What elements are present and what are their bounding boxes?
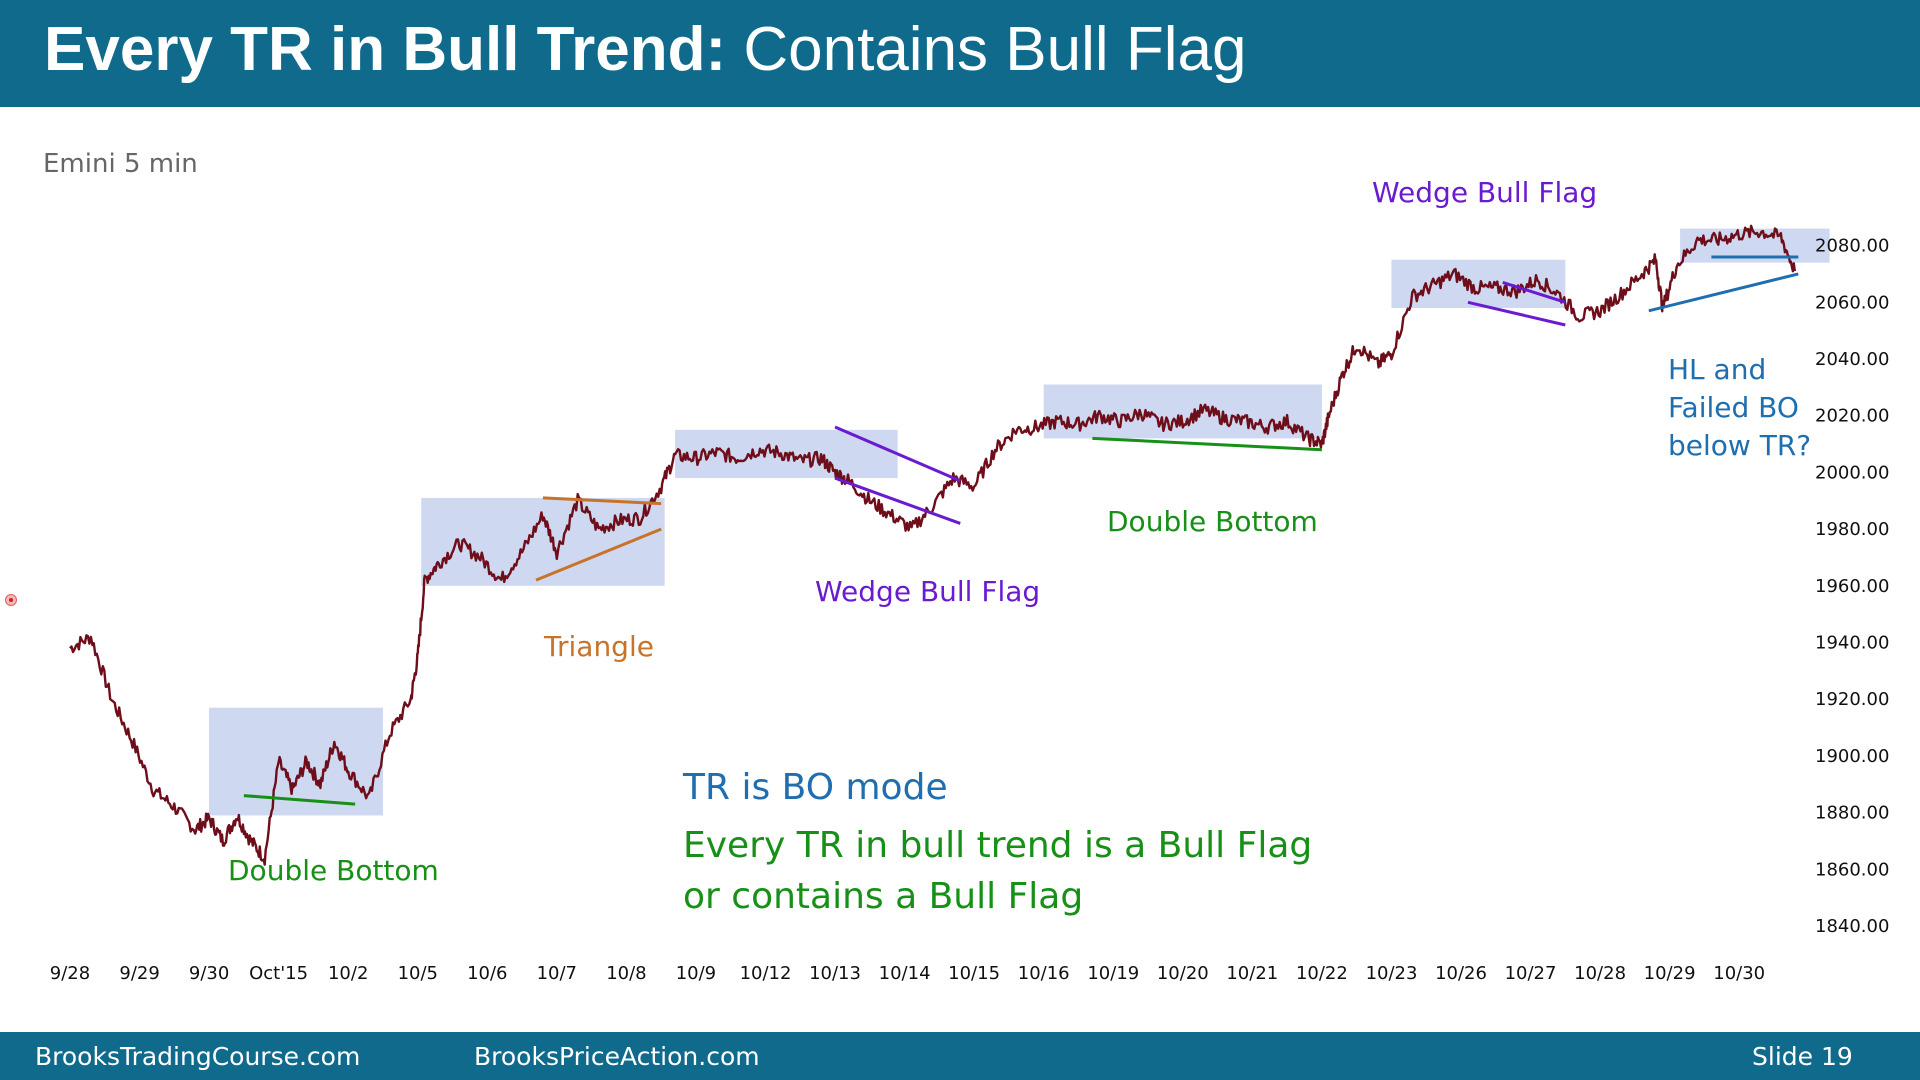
y-tick-label: 1980.00 [1815, 519, 1889, 540]
x-tick-label: 10/28 [1574, 963, 1626, 984]
y-tick-label: 2000.00 [1815, 462, 1889, 483]
x-tick-label: 10/5 [398, 963, 438, 984]
x-tick-label: 9/28 [50, 963, 90, 984]
x-tick-label: 10/26 [1435, 963, 1487, 984]
y-tick-label: 1960.00 [1815, 576, 1889, 597]
purple-trend-line [1502, 281, 1566, 304]
trading-range-boxes [209, 228, 1830, 816]
annotations: Double Bottom Triangle Wedge Bull Flag Doub… [228, 176, 1811, 917]
slide-footer: BrooksTradingCourse.com BrooksPriceActio… [0, 1032, 1920, 1080]
x-tick-label: 10/8 [606, 963, 646, 984]
blue-trend-line [1648, 272, 1799, 313]
annotation-text: Double Bottom [228, 854, 439, 887]
slide-title: Every TR in Bull Trend: Contains Bull Fl… [44, 14, 1247, 85]
purple-trend-line [1467, 300, 1566, 327]
annotation-text: Wedge Bull Flag [1372, 176, 1597, 209]
x-tick-label: 10/21 [1226, 963, 1278, 984]
x-tick-label: 10/14 [879, 963, 931, 984]
x-tick-label: Oct'15 [249, 963, 308, 984]
x-tick-label: 10/12 [740, 963, 792, 984]
trend-lines [243, 255, 1799, 806]
x-tick-label: 9/29 [119, 963, 159, 984]
title-rest: Contains Bull Flag [743, 15, 1247, 84]
annotation-text: Wedge Bull Flag [815, 575, 1040, 608]
x-tick-label: 10/20 [1157, 963, 1209, 984]
footer-left[interactable]: BrooksTradingCourse.com [35, 1042, 361, 1071]
y-tick-label: 2040.00 [1815, 349, 1889, 370]
x-tick-label: 10/30 [1713, 963, 1765, 984]
orange-trend-line [535, 527, 662, 582]
annotation-text: TR is BO mode [682, 767, 948, 808]
annotation-text: Failed BO [1668, 391, 1799, 424]
purple-trend-line [834, 476, 961, 525]
x-tick-label: 10/29 [1644, 963, 1696, 984]
y-tick-label: 1860.00 [1815, 859, 1889, 880]
annotation-text: HL and [1668, 353, 1766, 386]
title-bold: Every TR in Bull Trend: [44, 15, 727, 84]
x-tick-label: 10/7 [537, 963, 577, 984]
annotation-text: Every TR in bull trend is a Bull Flag [683, 825, 1312, 866]
x-tick-label: 10/27 [1505, 963, 1557, 984]
chart-title: Emini 5 min [43, 149, 198, 179]
x-tick-label: 9/30 [189, 963, 229, 984]
annotation-text: or contains a Bull Flag [683, 876, 1083, 917]
green-trend-line [1092, 436, 1322, 452]
x-tick-label: 10/16 [1018, 963, 1070, 984]
y-tick-label: 1920.00 [1815, 689, 1889, 710]
y-tick-label: 2080.00 [1815, 236, 1889, 257]
y-tick-label: 2020.00 [1815, 406, 1889, 427]
annotation-text: Triangle [543, 630, 654, 663]
x-tick-label: 10/2 [328, 963, 368, 984]
y-tick-label: 2060.00 [1815, 292, 1889, 313]
x-tick-label: 10/6 [467, 963, 507, 984]
green-trend-line [243, 794, 356, 806]
footer-center[interactable]: BrooksPriceAction.com [474, 1042, 760, 1071]
purple-trend-line [834, 425, 961, 483]
pointer-dot [5, 594, 17, 606]
price-chart: Emini 5 min 2080.00 2060.00 2040.00 2020.00… [43, 149, 1889, 984]
trading-range-box [1043, 384, 1322, 439]
x-tick-label: 10/23 [1366, 963, 1418, 984]
y-tick-label: 1900.00 [1815, 746, 1889, 767]
x-tick-label: 10/15 [948, 963, 1000, 984]
y-tick-label: 1880.00 [1815, 803, 1889, 824]
x-tick-label: 10/19 [1087, 963, 1139, 984]
annotation-text: below TR? [1668, 429, 1811, 462]
x-tick-label: 10/9 [676, 963, 716, 984]
annotation-text: Double Bottom [1107, 505, 1318, 538]
trading-range-box [209, 707, 383, 816]
y-tick-label: 1840.00 [1815, 916, 1889, 937]
footer-slide-number: Slide 19 [1752, 1042, 1853, 1071]
x-tick-label: 10/13 [809, 963, 861, 984]
y-axis-ticks: 2080.00 2060.00 2040.00 2020.00 2000.00 1980.… [1815, 236, 1889, 937]
orange-trend-line [542, 496, 662, 506]
slide-header: Every TR in Bull Trend: Contains Bull Fl… [0, 0, 1920, 107]
x-axis-ticks: 9/28 9/29 9/30 Oct'15 10/2 10/5 10/6 10/7 10/8 10… [50, 963, 1765, 984]
y-tick-label: 1940.00 [1815, 633, 1889, 654]
x-tick-label: 10/22 [1296, 963, 1348, 984]
trading-range-box [1391, 259, 1566, 308]
